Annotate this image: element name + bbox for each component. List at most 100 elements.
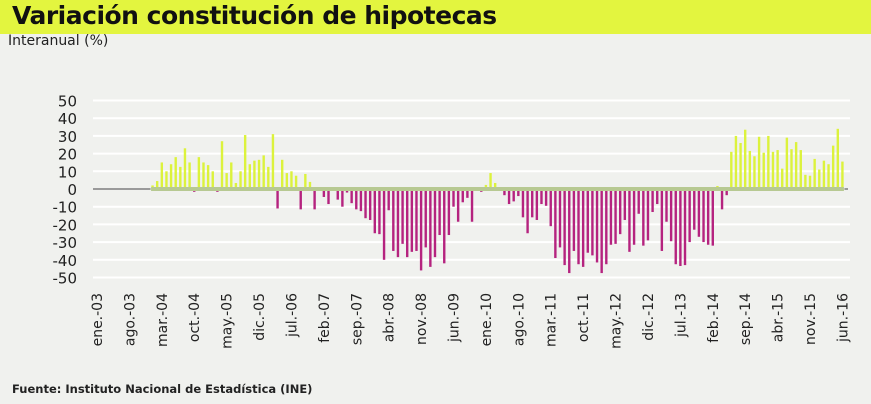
bar-may-10 — [503, 191, 506, 196]
bar-abr-13 — [665, 191, 668, 222]
bar-oct-12 — [637, 191, 640, 214]
x-tick-label: oct.-04 — [187, 293, 203, 342]
bar-ago-15 — [794, 142, 798, 187]
bar-nov-11 — [586, 191, 589, 253]
bar-ene-12 — [595, 191, 599, 263]
bar-may-15 — [781, 168, 784, 187]
bar-abr-11 — [554, 191, 557, 259]
bar-sep-05 — [243, 135, 247, 187]
bar-sep-15 — [799, 150, 802, 187]
x-tick-label: nov.-08 — [414, 293, 430, 345]
bar-feb-07 — [322, 191, 326, 197]
bar-feb-16 — [822, 160, 826, 187]
x-tick-label: abr.-08 — [382, 293, 398, 342]
y-tick-label: 20 — [58, 146, 77, 164]
bar-jul-08 — [401, 191, 404, 244]
bar-sep-11 — [577, 191, 580, 265]
bar-ago-09 — [461, 191, 464, 203]
bar-dic-12 — [646, 191, 650, 241]
bar-may-14 — [725, 191, 728, 196]
bar-mar-08 — [382, 191, 386, 260]
bar-dic-11 — [591, 191, 594, 256]
bar-dic-04 — [202, 162, 205, 187]
bar-ago-12 — [628, 191, 631, 252]
x-tick-label: sep.-14 — [738, 293, 754, 345]
bar-may-06 — [281, 159, 284, 187]
y-tick-label: 40 — [58, 110, 77, 128]
bar-jul-13 — [679, 191, 682, 266]
bar-jul-11 — [568, 191, 571, 274]
x-tick-label: jul.-13 — [673, 293, 689, 338]
bar-feb-14 — [711, 191, 714, 246]
bar-dic-08 — [424, 191, 427, 248]
bar-ago-13 — [683, 191, 687, 266]
bar-jul-10 — [512, 191, 515, 202]
bar-sep-14 — [744, 129, 747, 187]
bar-mar-04 — [160, 162, 164, 187]
bar-nov-15 — [808, 175, 812, 187]
bar-mar-09 — [438, 191, 441, 236]
x-tick-label: ago.-10 — [511, 293, 527, 346]
bar-ene-10 — [484, 184, 488, 187]
bar-ene-06 — [262, 155, 265, 187]
bar-oct-15 — [804, 174, 807, 187]
bar-ene-14 — [706, 191, 710, 245]
y-tick-label: -10 — [53, 199, 78, 217]
bar-nov-07 — [364, 191, 367, 219]
x-tick-label: mar.-11 — [544, 293, 560, 347]
bar-may-16 — [836, 128, 839, 187]
x-tick-label: jul.-06 — [284, 293, 300, 338]
bar-oct-14 — [748, 150, 752, 187]
bar-dic-07 — [368, 191, 372, 220]
bar-sep-07 — [355, 191, 358, 210]
chart-title: Variación constitución de hipotecas — [12, 1, 497, 30]
bar-jul-14 — [734, 135, 738, 187]
bar-dic-09 — [480, 191, 483, 192]
bar-jun-09 — [452, 191, 455, 207]
bar-jun-14 — [730, 151, 733, 187]
bar-oct-06 — [304, 173, 307, 187]
bar-sep-04 — [188, 162, 191, 187]
x-tick-label: feb.-07 — [317, 293, 333, 343]
bar-jun-12 — [618, 191, 622, 235]
bar-nov-13 — [697, 191, 701, 237]
bar-mar-14 — [716, 185, 719, 187]
bar-dic-06 — [313, 191, 316, 210]
bar-nov-12 — [642, 191, 645, 246]
x-tick-label: oct.-11 — [576, 293, 592, 342]
bar-ago-14 — [739, 142, 742, 187]
bar-may-05 — [225, 173, 228, 187]
bar-oct-13 — [693, 191, 696, 230]
bar-jul-15 — [790, 149, 793, 187]
bar-mar-15 — [771, 151, 775, 187]
bar-may-12 — [614, 191, 617, 244]
bar-mar-07 — [327, 191, 330, 205]
bar-mar-05 — [216, 191, 219, 192]
bar-jun-05 — [230, 162, 233, 187]
x-tick-label: jun.-09 — [447, 293, 463, 343]
bar-jul-04 — [179, 166, 182, 187]
bar-may-09 — [447, 191, 451, 236]
bar-mar-12 — [605, 191, 608, 265]
bar-feb-11 — [544, 191, 548, 206]
bar-jul-07 — [345, 191, 349, 193]
y-tick-label: 0 — [67, 181, 77, 199]
x-tick-label: ene.-03 — [90, 293, 106, 346]
bar-ago-05 — [239, 171, 242, 187]
bar-sep-13 — [688, 191, 691, 243]
bar-jun-06 — [285, 173, 289, 187]
x-tick-label: may.-05 — [220, 293, 236, 349]
x-tick-label: may.-12 — [609, 293, 625, 349]
bar-mar-13 — [660, 191, 664, 251]
bar-feb-12 — [600, 191, 603, 274]
bar-nov-05 — [253, 160, 256, 187]
bar-may-08 — [392, 191, 395, 251]
bar-jun-07 — [341, 191, 344, 207]
bar-mar-16 — [827, 164, 830, 187]
bar-feb-15 — [767, 135, 770, 187]
y-tick-label: -20 — [53, 216, 78, 234]
bar-dic-15 — [813, 158, 816, 187]
bar-nov-04 — [197, 157, 201, 187]
bar-ene-08 — [373, 191, 376, 234]
